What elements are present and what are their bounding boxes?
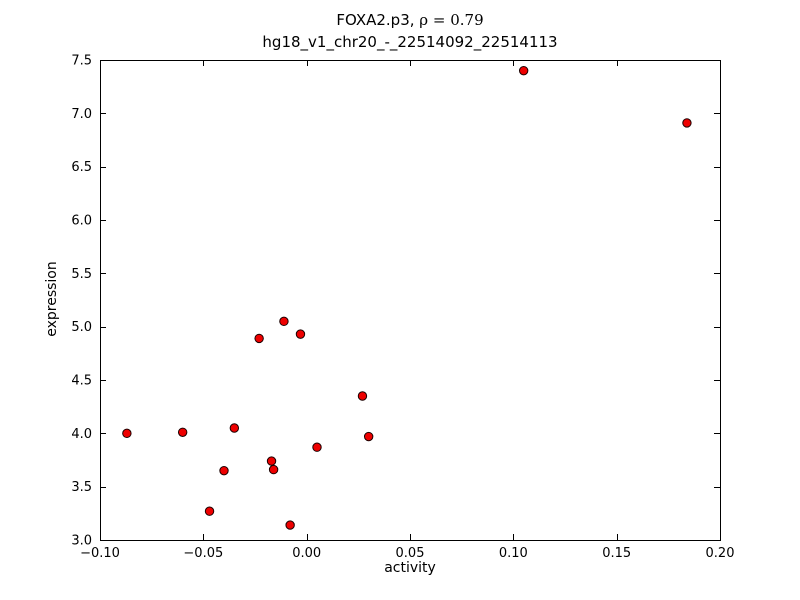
- x-tick-label: 0.00: [292, 546, 321, 561]
- data-point: [254, 333, 264, 344]
- data-point: [177, 427, 188, 437]
- data-point: [229, 423, 240, 433]
- data-point: [312, 442, 322, 452]
- data-point: [682, 118, 692, 128]
- x-tick-label: −0.05: [183, 546, 223, 561]
- y-axis-label: expression: [44, 261, 60, 337]
- data-point: [266, 456, 277, 466]
- rho-symbol: ρ: [419, 11, 429, 29]
- data-point: [268, 464, 279, 475]
- x-axis-label: activity: [384, 560, 436, 576]
- y-tick-label: 5.5: [71, 267, 92, 282]
- data-point: [363, 431, 374, 442]
- x-tick-label: 0.20: [706, 546, 735, 561]
- plot-frame: [100, 60, 721, 541]
- x-tick-label: 0.10: [499, 546, 528, 561]
- y-tick-label: 7.5: [71, 54, 92, 69]
- data-point: [122, 428, 132, 439]
- chart-title-block: FOXA2.p3, ρ = 0.79 hg18_v1_chr20_-_22514…: [100, 9, 720, 53]
- rho-value: = 0.79: [428, 11, 484, 29]
- chart-title-prefix: FOXA2.p3,: [336, 11, 420, 29]
- y-tick-label: 4.5: [71, 374, 92, 389]
- data-point: [279, 316, 289, 327]
- chart-subtitle: hg18_v1_chr20_-_22514092_22514113: [262, 33, 558, 51]
- x-tick-label: −0.10: [80, 546, 120, 561]
- chart-title: FOXA2.p3, ρ = 0.79: [100, 9, 720, 31]
- x-tick-label: 0.05: [396, 546, 425, 561]
- data-point: [518, 65, 529, 76]
- x-tick-label: 0.15: [602, 546, 631, 561]
- y-tick-label: 7.0: [71, 107, 92, 122]
- data-point: [204, 506, 215, 516]
- y-tick-label: 3.0: [71, 534, 92, 549]
- data-point: [357, 391, 368, 401]
- y-tick-label: 3.5: [71, 480, 92, 495]
- y-tick-label: 6.5: [71, 160, 92, 175]
- data-point: [285, 520, 295, 530]
- y-tick-label: 6.0: [71, 214, 92, 229]
- y-tick-label: 5.0: [71, 320, 92, 335]
- data-point: [219, 465, 229, 476]
- y-tick-label: 4.0: [71, 427, 92, 442]
- data-point: [295, 329, 306, 339]
